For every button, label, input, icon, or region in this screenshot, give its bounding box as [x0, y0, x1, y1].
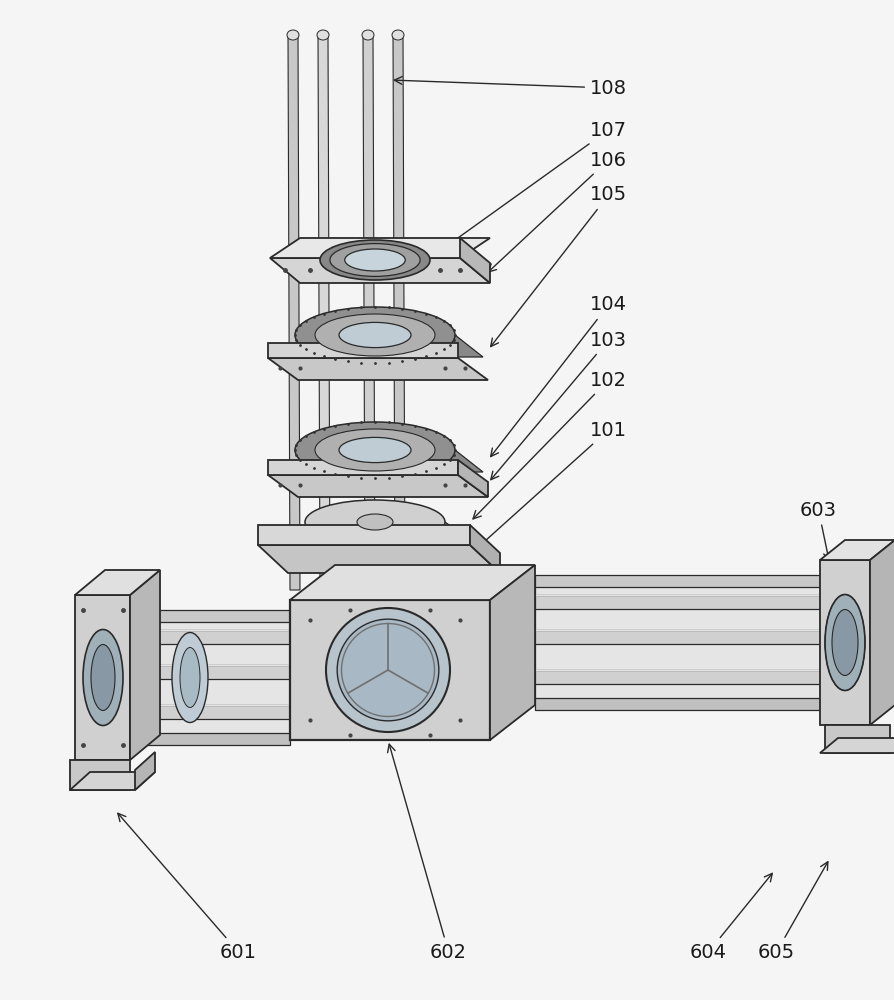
Polygon shape	[870, 540, 894, 725]
Polygon shape	[110, 705, 290, 719]
Polygon shape	[290, 565, 535, 600]
Polygon shape	[825, 725, 890, 753]
Polygon shape	[490, 565, 535, 740]
Ellipse shape	[83, 630, 123, 726]
Polygon shape	[535, 575, 820, 587]
Ellipse shape	[832, 609, 858, 676]
Polygon shape	[110, 665, 290, 679]
Text: 104: 104	[491, 296, 627, 457]
Polygon shape	[75, 595, 130, 760]
Text: 108: 108	[394, 77, 627, 98]
Polygon shape	[268, 475, 488, 497]
Polygon shape	[820, 540, 894, 560]
Polygon shape	[470, 525, 500, 573]
Ellipse shape	[320, 240, 430, 280]
Ellipse shape	[295, 307, 455, 363]
Polygon shape	[318, 35, 330, 590]
Ellipse shape	[357, 514, 393, 530]
Ellipse shape	[317, 30, 329, 40]
Text: 102: 102	[473, 370, 627, 519]
Polygon shape	[305, 522, 470, 540]
Polygon shape	[295, 335, 483, 357]
Text: 604: 604	[690, 873, 772, 962]
Polygon shape	[268, 358, 488, 380]
Polygon shape	[135, 752, 155, 790]
Ellipse shape	[180, 648, 200, 708]
Ellipse shape	[330, 244, 420, 276]
Ellipse shape	[339, 322, 411, 348]
Ellipse shape	[91, 645, 115, 710]
Text: 107: 107	[434, 120, 627, 255]
Polygon shape	[535, 595, 820, 609]
Ellipse shape	[295, 422, 455, 478]
Polygon shape	[270, 238, 490, 258]
Polygon shape	[460, 238, 490, 283]
Polygon shape	[268, 460, 458, 475]
Polygon shape	[393, 35, 405, 590]
Ellipse shape	[362, 30, 374, 40]
Polygon shape	[75, 570, 160, 595]
Ellipse shape	[337, 619, 439, 721]
Polygon shape	[115, 615, 290, 740]
Ellipse shape	[326, 608, 450, 732]
Polygon shape	[535, 670, 820, 684]
Polygon shape	[363, 35, 375, 590]
Polygon shape	[290, 600, 490, 740]
Polygon shape	[70, 772, 155, 790]
Polygon shape	[535, 580, 820, 705]
Polygon shape	[270, 258, 490, 283]
Ellipse shape	[315, 429, 435, 471]
Text: 105: 105	[491, 186, 627, 347]
Polygon shape	[288, 35, 300, 590]
Polygon shape	[258, 525, 470, 545]
Polygon shape	[268, 343, 458, 358]
Ellipse shape	[825, 594, 865, 690]
Polygon shape	[535, 630, 820, 644]
Ellipse shape	[305, 500, 445, 544]
Polygon shape	[110, 733, 290, 745]
Polygon shape	[820, 738, 894, 753]
Text: 101: 101	[478, 420, 627, 547]
Polygon shape	[535, 698, 820, 710]
Polygon shape	[458, 460, 488, 497]
Polygon shape	[130, 570, 160, 760]
Ellipse shape	[172, 633, 208, 722]
Polygon shape	[110, 610, 290, 622]
Text: 603: 603	[800, 500, 837, 561]
Ellipse shape	[315, 314, 435, 356]
Text: 605: 605	[758, 862, 828, 962]
Text: 106: 106	[488, 150, 627, 272]
Ellipse shape	[339, 437, 411, 463]
Text: 601: 601	[118, 813, 257, 962]
Polygon shape	[820, 560, 870, 725]
Text: 103: 103	[491, 330, 627, 480]
Polygon shape	[110, 630, 290, 644]
Ellipse shape	[287, 30, 299, 40]
Polygon shape	[258, 545, 500, 573]
Ellipse shape	[392, 30, 404, 40]
Text: 602: 602	[388, 744, 467, 962]
Polygon shape	[70, 760, 130, 790]
Polygon shape	[295, 450, 483, 472]
Ellipse shape	[345, 249, 405, 271]
